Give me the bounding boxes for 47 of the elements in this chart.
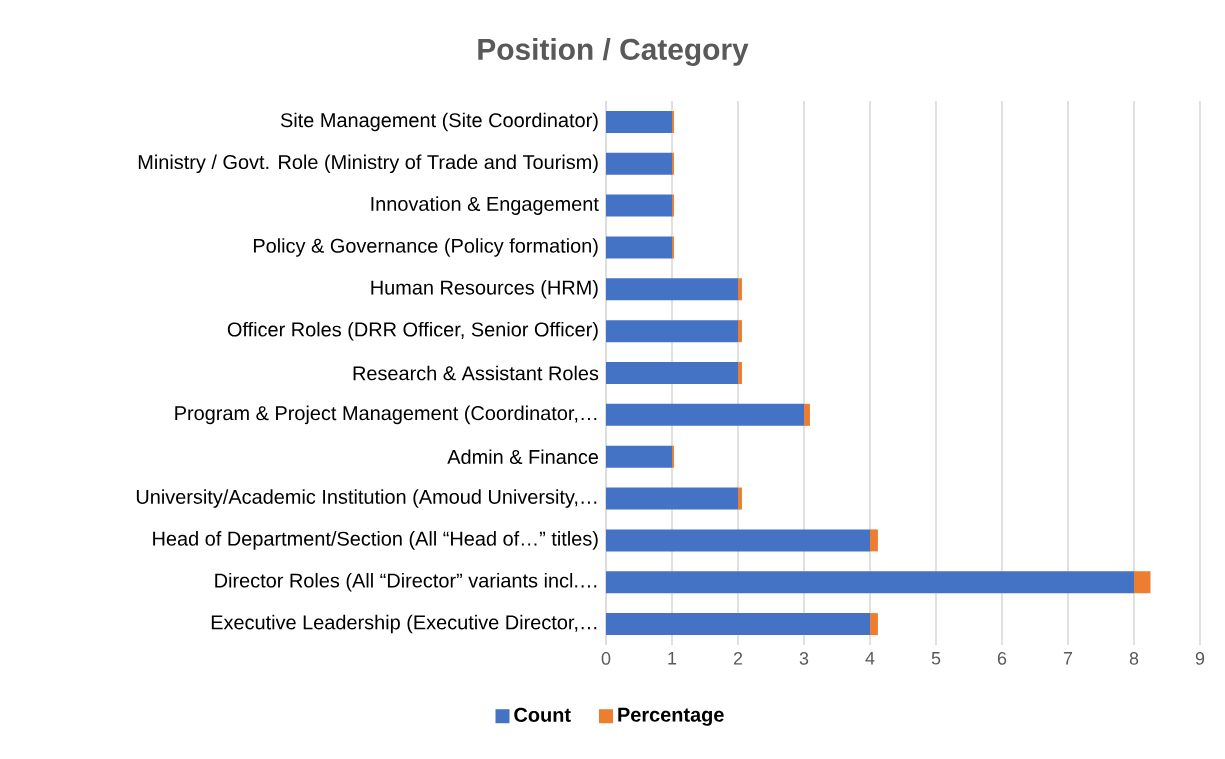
chart-title: Position / Category: [478, 38, 749, 66]
x-tick-label: 6: [997, 652, 1007, 665]
bar: [606, 445, 672, 468]
bar: [606, 487, 738, 510]
y-tick-label: University/Academic Institution (Amoud University,…: [136, 489, 597, 508]
x-tick-label: 3: [799, 652, 809, 665]
bar: [738, 278, 742, 301]
bar: [738, 320, 742, 343]
bar: [606, 236, 672, 259]
bar: [606, 362, 738, 385]
bar: [606, 278, 738, 301]
y-tick-label: Program & Project Management (Coordinator,…: [175, 405, 597, 425]
y-tick-label: Admin & Finance: [447, 449, 599, 465]
bar: [738, 362, 742, 385]
y-tick-label: Head of Department/Section (All “Head of…” titles): [153, 531, 598, 550]
x-tick-label: 5: [931, 652, 941, 665]
x-tick-label: 4: [865, 652, 875, 665]
bar: [606, 403, 804, 426]
y-tick-label: Site Management (Site Coordinator): [280, 112, 598, 132]
y-tick-label: Research & Assistant Roles: [353, 365, 599, 381]
x-tick-label: 2: [733, 652, 743, 665]
bar: [606, 152, 672, 175]
bar: [606, 529, 870, 552]
bar: [606, 571, 1134, 594]
y-tick-label: Ministry / Govt. Role (Ministry of Trade and Tourism): [138, 154, 598, 174]
bar: [606, 194, 672, 217]
bar: [869, 529, 878, 552]
x-tick-label: 9: [1195, 652, 1205, 665]
y-tick-label: Policy & Governance (Policy formation): [253, 238, 598, 257]
bar: [869, 613, 878, 636]
y-tick-label: Director Roles (All “Director” variants incl.…: [215, 572, 597, 592]
y-tick-label: Innovation & Engagement: [371, 196, 599, 215]
y-tick-label: Executive Leadership (Executive Director,…: [211, 614, 597, 634]
bar: [1133, 571, 1151, 594]
bar: [606, 110, 672, 133]
bar: [738, 487, 742, 510]
y-tick-label: Human Resources (HRM): [371, 280, 598, 299]
bar: [606, 613, 870, 636]
bar: [803, 403, 810, 426]
y-tick-label: Officer Roles (DRR Officer, Senior Officer): [227, 321, 598, 341]
legend-label: Count: [514, 707, 571, 722]
x-tick-label: 0: [601, 652, 611, 665]
bar: [606, 320, 738, 343]
x-tick-label: 8: [1129, 652, 1139, 665]
legend-label: Percentage: [618, 707, 724, 726]
x-tick-label: 1: [668, 652, 677, 665]
x-tick-label: 7: [1063, 652, 1073, 665]
